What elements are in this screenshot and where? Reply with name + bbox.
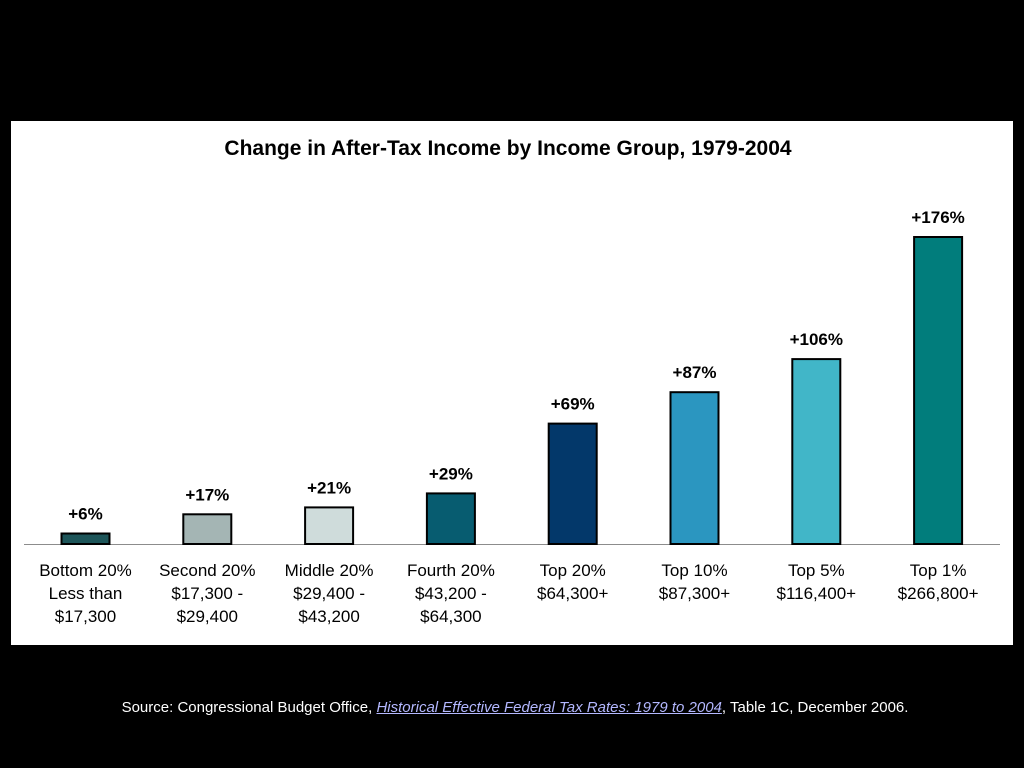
category-label-1-line-1: $17,300 - — [171, 584, 243, 603]
bar-2 — [304, 506, 355, 545]
data-label-1: +17% — [185, 485, 229, 504]
bar-6 — [791, 358, 842, 545]
chart-panel — [11, 121, 1013, 645]
category-label-5-line-0: Top 10% — [661, 561, 727, 580]
category-label-4-line-0: Top 20% — [540, 561, 606, 580]
data-label-3: +29% — [429, 464, 473, 483]
bar-7 — [913, 236, 964, 545]
category-label-0-line-2: $17,300 — [55, 607, 116, 626]
data-label-6: +106% — [790, 330, 843, 349]
category-label-1-line-2: $29,400 — [177, 607, 238, 626]
data-label-0: +6% — [68, 505, 103, 524]
category-label-0-line-0: Bottom 20% — [39, 561, 132, 580]
bar-3 — [425, 492, 476, 545]
source-suffix: , Table 1C, December 2006. — [721, 699, 909, 716]
category-label-3-line-1: $43,200 - — [415, 584, 487, 603]
category-label-0-line-1: Less than — [49, 584, 123, 603]
data-label-4: +69% — [551, 395, 595, 414]
data-label-2: +21% — [307, 478, 351, 497]
category-label-3-line-2: $64,300 — [420, 607, 481, 626]
category-label-2-line-0: Middle 20% — [285, 561, 374, 580]
category-label-7-line-0: Top 1% — [910, 561, 967, 580]
data-label-7: +176% — [911, 208, 964, 227]
category-label-6-line-1: $116,400+ — [777, 584, 857, 603]
category-label-2-line-1: $29,400 - — [293, 584, 365, 603]
source-prefix: Source: Congressional Budget Office, — [121, 699, 377, 716]
data-label-5: +87% — [673, 363, 717, 382]
category-label-2-line-2: $43,200 — [298, 607, 359, 626]
category-label-3-line-0: Fourth 20% — [407, 561, 495, 580]
bar-4 — [547, 422, 598, 546]
category-label-1-line-0: Second 20% — [159, 561, 255, 580]
category-label-4-line-1: $64,300+ — [537, 584, 608, 603]
bar-1 — [182, 513, 233, 545]
bar-5 — [669, 391, 720, 546]
source-link[interactable]: Historical Effective Federal Tax Rates: … — [376, 699, 722, 716]
source-note: Source: Congressional Budget Office, His… — [0, 699, 1024, 716]
category-label-5-line-1: $87,300+ — [659, 584, 730, 603]
chart-title: Change in After-Tax Income by Income Gro… — [224, 137, 792, 160]
bar-0 — [60, 532, 111, 545]
category-label-6-line-0: Top 5% — [788, 561, 845, 580]
category-label-7-line-1: $266,800+ — [898, 584, 979, 603]
